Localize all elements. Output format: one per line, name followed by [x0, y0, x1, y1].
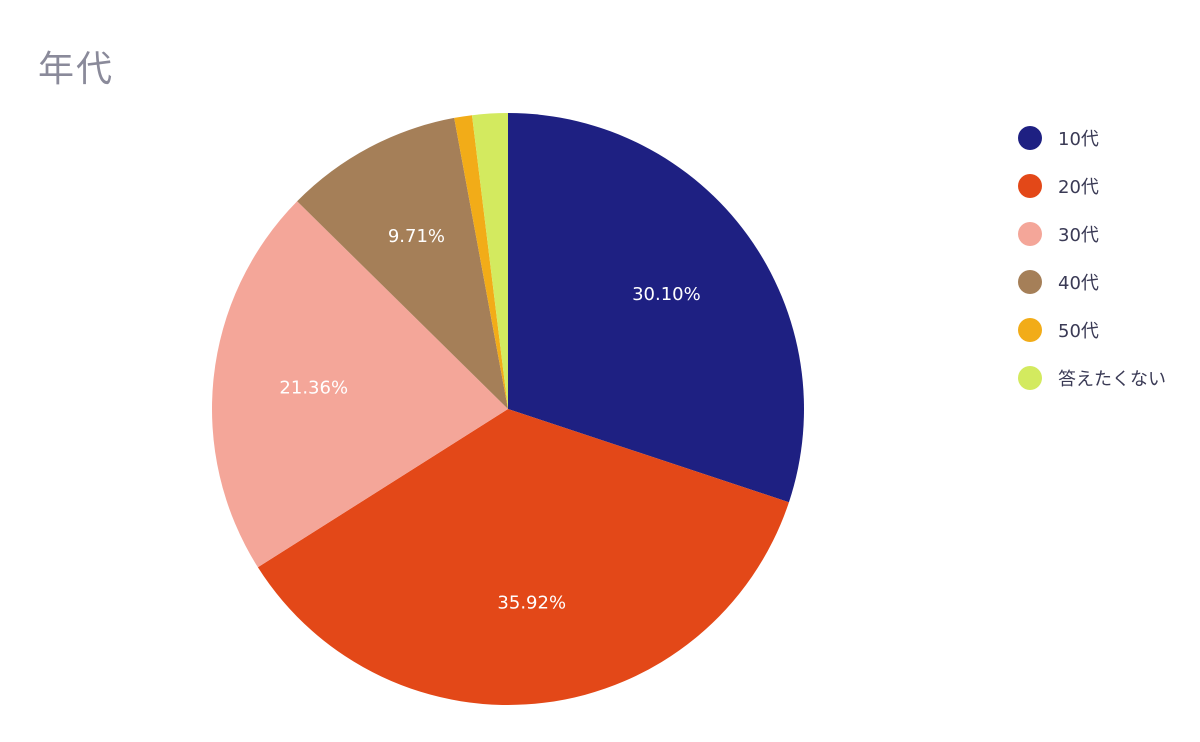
pie-slice-6	[472, 113, 508, 409]
chart-title: 年代	[38, 49, 115, 90]
legend-label: 30代	[1058, 225, 1099, 246]
slice-label-1: 30.10%	[632, 284, 701, 305]
legend-item-1[interactable]: 10代	[1018, 114, 1166, 162]
legend-label: 40代	[1058, 273, 1099, 294]
pie-slices	[212, 113, 804, 705]
legend: 10代 20代 30代 40代 50代答えたくない	[1018, 114, 1166, 402]
legend-item-4[interactable]: 40代	[1018, 258, 1166, 306]
legend-swatch-icon	[1018, 174, 1042, 198]
legend-swatch-icon	[1018, 126, 1042, 150]
pie-slice-4	[297, 117, 508, 410]
slice-label-4: 9.71%	[388, 226, 445, 247]
legend-swatch-icon	[1018, 366, 1042, 390]
pie-slice-3	[212, 201, 509, 568]
legend-label: 答えたくない	[1058, 369, 1166, 390]
legend-label: 20代	[1058, 177, 1099, 198]
legend-item-5[interactable]: 50代	[1018, 306, 1166, 354]
pie-slice-2	[257, 409, 789, 705]
legend-swatch-icon	[1018, 270, 1042, 294]
legend-item-3[interactable]: 30代	[1018, 210, 1166, 258]
slice-label-2: 35.92%	[497, 592, 566, 613]
legend-swatch-icon	[1018, 318, 1042, 342]
legend-item-2[interactable]: 20代	[1018, 162, 1166, 210]
legend-label: 10代	[1058, 129, 1099, 150]
legend-item-6[interactable]: 答えたくない	[1018, 354, 1166, 402]
slice-label-3: 21.36%	[279, 378, 348, 399]
legend-swatch-icon	[1018, 222, 1042, 246]
pie-slice-labels: 30.10% 35.92% 21.36% 9.71%	[279, 226, 700, 613]
pie-slice-1	[508, 113, 804, 503]
pie-slice-5	[454, 115, 508, 409]
legend-label: 50代	[1058, 321, 1099, 342]
